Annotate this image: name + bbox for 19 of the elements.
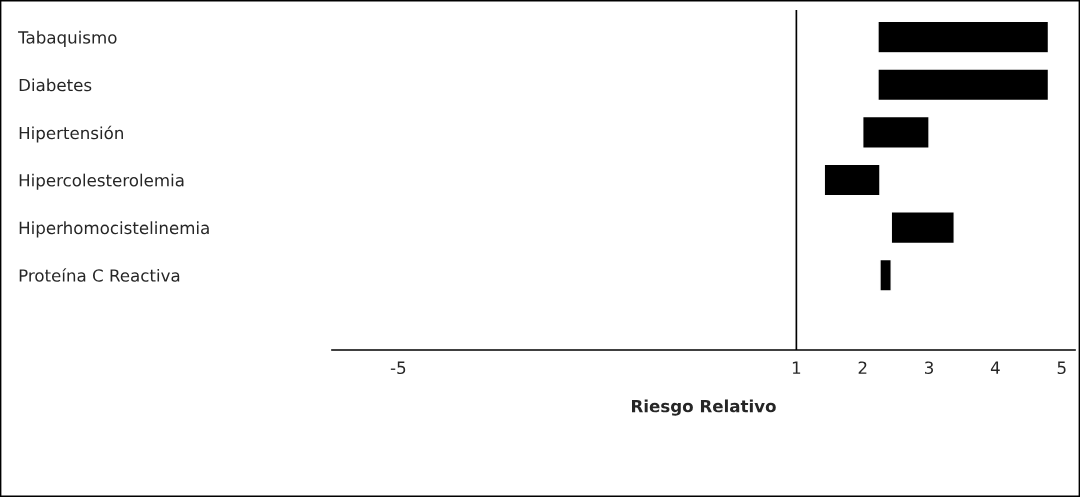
bar — [879, 258, 892, 292]
bar — [890, 211, 955, 245]
y-tick-label: Diabetes — [19, 78, 92, 92]
x-tick-label: 2 — [858, 361, 867, 374]
y-tick-label: Hipercolesterolemia — [19, 173, 184, 190]
bar — [862, 115, 930, 149]
y-tick-label: Proteína C Reactiva — [19, 268, 180, 282]
bar — [877, 20, 1050, 54]
x-tick-label: 1 — [792, 361, 801, 374]
y-tick-label: Tabaquismo — [18, 30, 117, 47]
y-tick-label: Hipertensión — [19, 125, 123, 143]
bar — [823, 163, 881, 197]
x-tick-label: 4 — [990, 361, 1000, 374]
x-tick-label: -5 — [390, 361, 406, 375]
x-tick-label: 3 — [925, 361, 934, 375]
x-axis-title: Riesgo Relativo — [632, 399, 776, 416]
x-tick-label: 5 — [1057, 361, 1066, 375]
bar — [877, 68, 1050, 102]
y-tick-label: Hiperhomocistelinemia — [19, 221, 209, 238]
